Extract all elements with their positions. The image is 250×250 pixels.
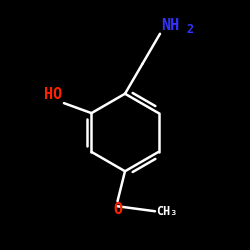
Text: O: O: [113, 202, 122, 218]
Text: CH₃: CH₃: [156, 205, 178, 218]
Text: 2: 2: [186, 23, 194, 36]
Text: HO: HO: [44, 87, 63, 102]
Text: NH: NH: [161, 18, 180, 32]
